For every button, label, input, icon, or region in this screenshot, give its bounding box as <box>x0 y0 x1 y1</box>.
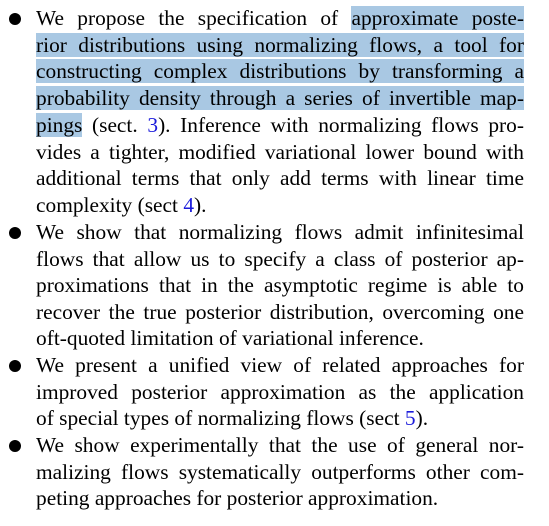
highlighted-text: approximate poste- <box>351 6 524 30</box>
highlighted-text: pings <box>36 113 83 137</box>
text-run: We propose the specification of <box>36 6 352 30</box>
highlighted-text: probability density through a series of … <box>36 86 524 110</box>
text-line: complexity (sect 4). <box>36 192 524 218</box>
text-line: of special types of normalizing flows (s… <box>36 405 524 431</box>
text-line: We present a unified view of related app… <box>36 352 524 378</box>
text-line: peting approaches for posterior approxim… <box>36 485 524 511</box>
text-line: We show that normalizing flows admit inf… <box>36 219 524 245</box>
text-run: additional terms that only add terms wit… <box>36 166 524 190</box>
text-run: recover the true posterior distribution,… <box>36 300 524 324</box>
text-run: proximations that in the asymptotic regi… <box>36 273 524 297</box>
text-line: vides a tighter, modified variational lo… <box>36 139 524 165</box>
section-reference-link[interactable]: 5 <box>404 406 416 430</box>
text-line: rior distributions using normalizing flo… <box>36 32 524 58</box>
text-line: We show experimentally that the use of g… <box>36 432 524 458</box>
text-line: malizing flows systematically outperform… <box>36 459 524 485</box>
text-run: We present a unified view of related app… <box>36 353 524 377</box>
text-run: malizing flows systematically outperform… <box>36 460 524 484</box>
text-line: pings (sect. 3). Inference with normaliz… <box>36 112 524 138</box>
highlighted-text: rior distributions using normalizing flo… <box>36 33 524 57</box>
text-line: constructing complex distributions by tr… <box>36 58 524 84</box>
text-line: flows that allow us to specify a class o… <box>36 246 524 272</box>
text-line: We propose the specification of approxim… <box>36 5 524 31</box>
text-run: ). Inference with normalizing flows pro- <box>158 113 524 137</box>
section-reference-link[interactable]: 4 <box>183 193 195 217</box>
bullet-icon <box>9 440 21 452</box>
text-run: oft-quoted limitation of variational inf… <box>36 326 424 350</box>
text-run: improved posterior approximation as the … <box>36 380 524 404</box>
highlighted-text: constructing complex distributions by tr… <box>36 59 524 83</box>
text-run: We show experimentally that the use of g… <box>36 433 524 457</box>
text-run: ). <box>194 193 207 217</box>
text-line: probability density through a series of … <box>36 85 524 111</box>
text-run: of special types of normalizing flows (s… <box>36 406 405 430</box>
text-run: flows that allow us to specify a class o… <box>36 247 524 271</box>
text-run: vides a tighter, modified variational lo… <box>36 140 524 164</box>
text-run: ). <box>415 406 429 430</box>
bullet-icon <box>9 13 21 25</box>
text-run: complexity (sect <box>36 193 184 217</box>
text-line: recover the true posterior distribution,… <box>36 299 524 325</box>
section-reference-link[interactable]: 3 <box>147 113 159 137</box>
bullet-icon <box>9 227 21 239</box>
text-line: oft-quoted limitation of variational inf… <box>36 325 524 351</box>
text-line: improved posterior approximation as the … <box>36 379 524 405</box>
text-line: additional terms that only add terms wit… <box>36 165 524 191</box>
text-run: peting approaches for posterior approxim… <box>36 486 439 510</box>
text-run: (sect. <box>82 113 148 137</box>
text-run: We show that normalizing flows admit inf… <box>36 220 524 244</box>
bullet-icon <box>9 360 21 372</box>
text-line: proximations that in the asymptotic regi… <box>36 272 524 298</box>
